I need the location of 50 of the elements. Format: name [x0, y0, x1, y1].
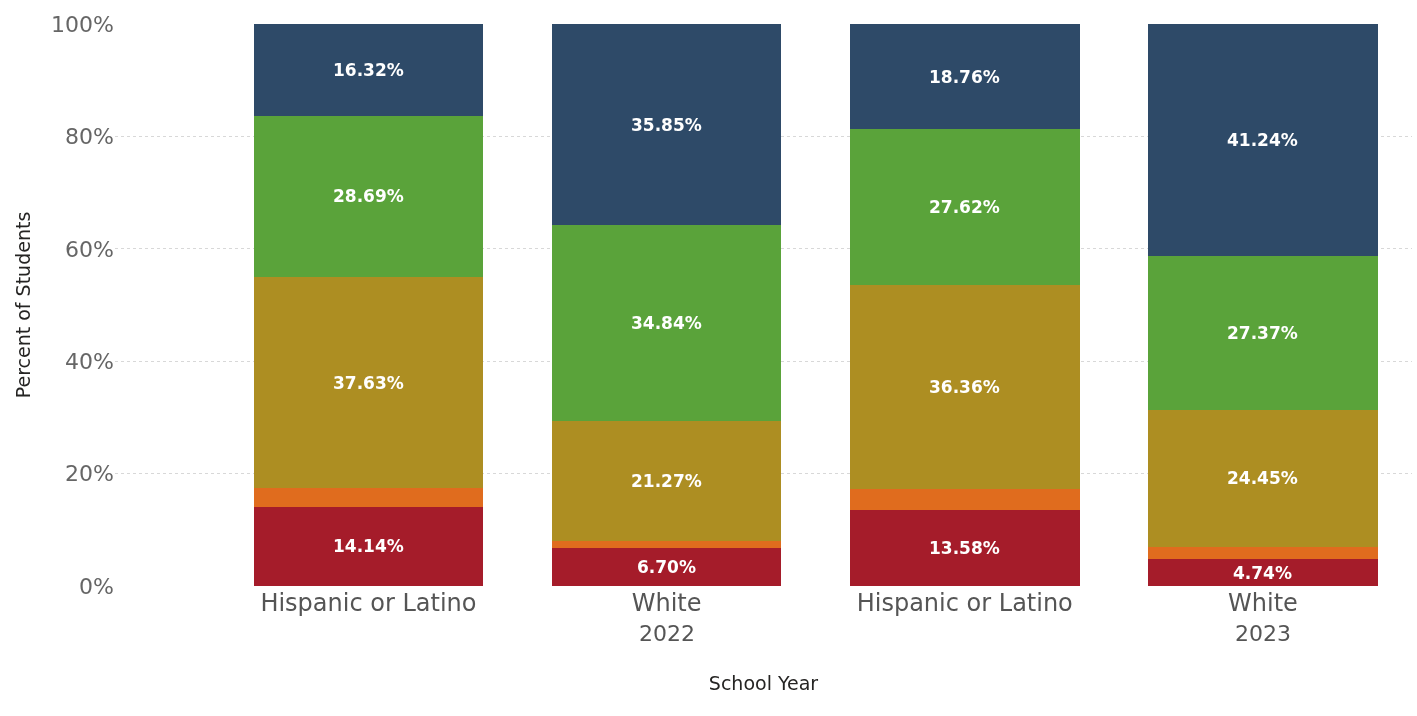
bar: [253, 506, 484, 586]
bar: [551, 421, 782, 541]
x-tick-label: White: [1228, 589, 1298, 617]
data-label: 35.85%: [631, 115, 702, 135]
data-label: 37.63%: [333, 373, 404, 393]
bar: [253, 488, 484, 507]
y-tick-label: 60%: [65, 236, 114, 262]
data-label: 41.24%: [1227, 130, 1298, 150]
data-label: 28.69%: [333, 186, 404, 206]
bar: [551, 24, 782, 226]
data-label: 21.27%: [631, 471, 702, 491]
data-label: 16.32%: [333, 60, 404, 80]
data-label: 13.58%: [929, 538, 1000, 558]
bar: [1148, 409, 1378, 547]
y-tick-label: 40%: [65, 348, 114, 374]
bar: [551, 540, 782, 549]
bar: [253, 276, 484, 489]
text: 2022: [639, 621, 695, 646]
bar: [551, 225, 782, 422]
bar: [849, 129, 1080, 285]
data-label: 27.62%: [929, 197, 1000, 217]
x-tick-label: Hispanic or Latino: [260, 589, 477, 617]
bar: [1148, 255, 1378, 410]
y-tick-label: 20%: [65, 461, 114, 487]
bar: [849, 24, 1080, 130]
y-tick-label: 100%: [51, 11, 114, 37]
bar: [849, 284, 1080, 489]
data-label: 4.74%: [1233, 563, 1292, 583]
data-label: 6.70%: [637, 557, 696, 577]
bar: [253, 115, 484, 277]
y-tick-label: 0%: [79, 573, 114, 599]
data-label: 34.84%: [631, 313, 702, 333]
data-label: 24.45%: [1227, 468, 1298, 488]
data-label: 36.36%: [929, 377, 1000, 397]
y-tick-label: 80%: [65, 124, 114, 150]
bar: [1148, 559, 1378, 586]
x-tick-label: White: [631, 589, 702, 617]
x-axis-title: School Year: [708, 671, 819, 694]
data-label: 27.37%: [1227, 323, 1298, 343]
y-axis-title: Percent of Students: [11, 211, 34, 399]
bar: [849, 489, 1080, 510]
bar: [253, 24, 484, 116]
bar: [1148, 24, 1378, 256]
data-label: 14.14%: [333, 536, 404, 556]
data-label: 18.76%: [929, 67, 1000, 87]
bar: [551, 548, 782, 586]
x-tick-label: Hispanic or Latino: [856, 589, 1073, 617]
bar: [849, 509, 1080, 586]
text: 2023: [1235, 621, 1291, 646]
bar: [1148, 547, 1378, 560]
